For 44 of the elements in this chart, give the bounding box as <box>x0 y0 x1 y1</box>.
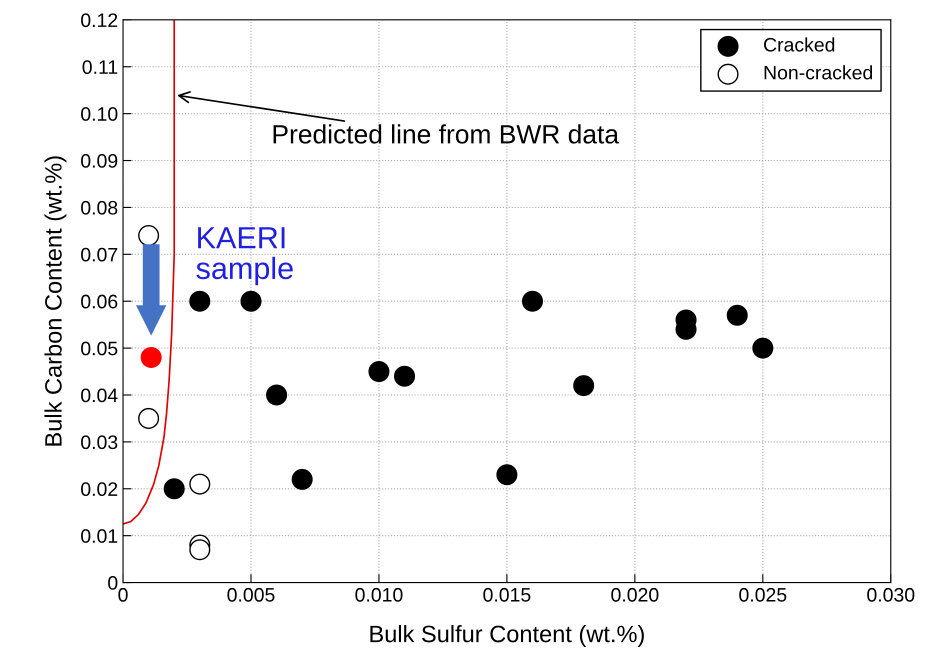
point <box>394 366 416 387</box>
x-axis-title: Bulk Sulfur Content (wt.%) <box>370 624 644 647</box>
point <box>240 290 262 312</box>
point <box>496 464 518 486</box>
point <box>189 474 210 495</box>
point <box>522 290 544 312</box>
x-tick-label: 0.010 <box>355 588 403 602</box>
legend-label: Cracked <box>764 37 834 52</box>
y-tick-label: 0.09 <box>81 154 118 168</box>
x-tick-label: 0.020 <box>611 588 658 602</box>
y-tick-label: 0.10 <box>81 107 118 121</box>
y-tick-label: 0.07 <box>81 248 118 262</box>
point <box>726 304 748 326</box>
point <box>138 225 160 246</box>
y-tick-label: 0.05 <box>81 342 118 356</box>
annotation: KAERI sample <box>196 227 293 286</box>
point <box>266 384 288 406</box>
y-axis-title: Bulk Carbon Content (wt.%) <box>44 156 66 446</box>
point <box>292 468 313 490</box>
point <box>164 478 185 500</box>
x-tick-label: 0.025 <box>739 588 786 602</box>
point <box>140 346 162 368</box>
point <box>189 290 210 312</box>
y-tick-label: 0.01 <box>81 529 118 543</box>
legend-label: Non-cracked <box>764 65 872 80</box>
point <box>573 375 594 396</box>
y-tick-label: 0.08 <box>81 200 118 215</box>
y-tick-label: 0.02 <box>81 482 118 496</box>
line-series <box>123 20 176 525</box>
y-tick-label: 0.04 <box>81 388 118 402</box>
y-tick-label: 0.06 <box>81 294 118 308</box>
point <box>752 338 774 359</box>
annotation: Predicted line from BWR data <box>274 124 620 144</box>
y-tick-label: 0.11 <box>82 60 118 74</box>
y-tick-label: 0.12 <box>81 13 118 28</box>
point <box>189 539 210 560</box>
x-tick-label: 0.005 <box>227 588 274 602</box>
y-tick-label: 0 <box>108 576 118 590</box>
y-tick-label: 0.03 <box>81 435 118 450</box>
point <box>138 408 160 429</box>
point <box>368 361 390 382</box>
x-tick-label: 0 <box>118 588 128 602</box>
x-tick-label: 0.015 <box>483 588 530 602</box>
x-tick-label: 0.030 <box>867 588 914 602</box>
